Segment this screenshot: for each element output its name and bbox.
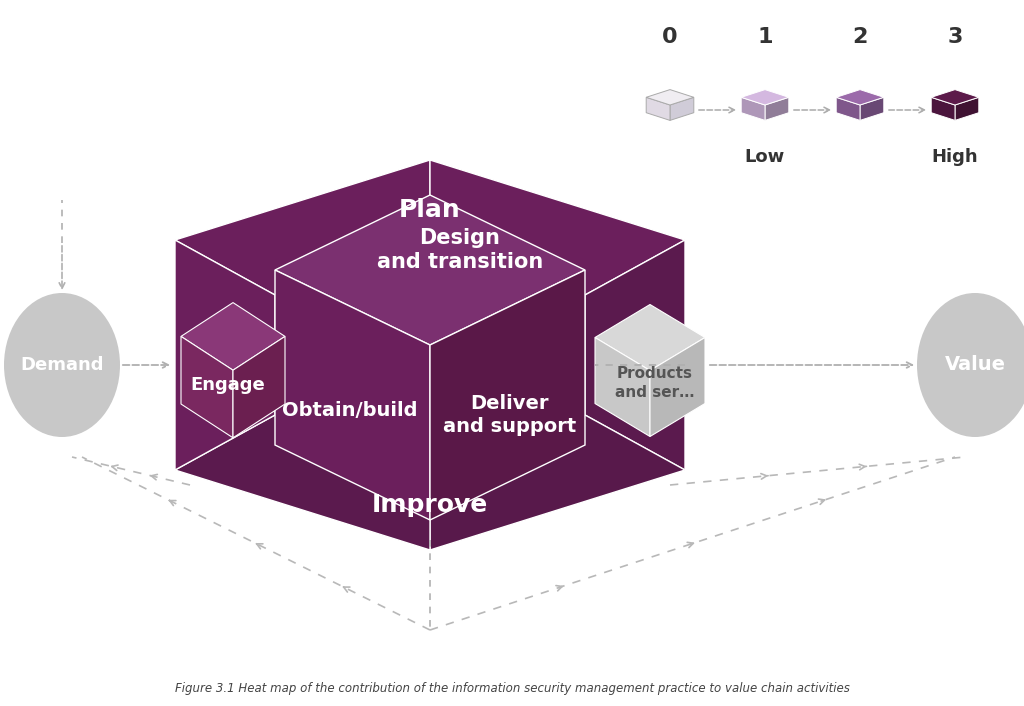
Polygon shape xyxy=(430,415,685,550)
Text: Figure 3.1 Heat map of the contribution of the information security management p: Figure 3.1 Heat map of the contribution … xyxy=(174,682,850,695)
Text: Design
and transition: Design and transition xyxy=(377,227,543,273)
Polygon shape xyxy=(741,97,765,121)
Text: 1: 1 xyxy=(758,27,773,47)
Text: Engage: Engage xyxy=(190,376,265,394)
Polygon shape xyxy=(275,270,430,520)
Text: Demand: Demand xyxy=(20,356,103,374)
Polygon shape xyxy=(931,97,955,121)
Text: Obtain/build: Obtain/build xyxy=(283,400,418,419)
Polygon shape xyxy=(175,240,275,470)
Polygon shape xyxy=(650,337,705,436)
Polygon shape xyxy=(595,337,650,436)
Ellipse shape xyxy=(4,293,120,437)
Polygon shape xyxy=(233,336,285,438)
Polygon shape xyxy=(430,160,685,295)
Polygon shape xyxy=(860,97,884,121)
Polygon shape xyxy=(955,97,979,121)
Polygon shape xyxy=(595,304,705,371)
Polygon shape xyxy=(837,97,860,121)
Polygon shape xyxy=(275,195,585,345)
Ellipse shape xyxy=(918,293,1024,437)
Text: High: High xyxy=(932,148,978,166)
Polygon shape xyxy=(175,160,430,295)
Polygon shape xyxy=(175,415,430,550)
Polygon shape xyxy=(837,90,884,105)
Polygon shape xyxy=(765,97,788,121)
Polygon shape xyxy=(670,97,694,121)
Polygon shape xyxy=(741,90,788,105)
Polygon shape xyxy=(646,90,694,105)
Text: Low: Low xyxy=(744,148,785,166)
Text: 3: 3 xyxy=(947,27,963,47)
Polygon shape xyxy=(181,336,233,438)
Polygon shape xyxy=(430,270,585,520)
Text: 2: 2 xyxy=(852,27,867,47)
Text: Deliver
and support: Deliver and support xyxy=(443,394,577,436)
Polygon shape xyxy=(585,240,685,470)
Text: Plan: Plan xyxy=(399,198,461,222)
Text: Products
and ser…: Products and ser… xyxy=(615,366,694,400)
Text: 0: 0 xyxy=(663,27,678,47)
Text: Improve: Improve xyxy=(372,493,488,517)
Polygon shape xyxy=(931,90,979,105)
Text: Value: Value xyxy=(944,356,1006,374)
Polygon shape xyxy=(646,97,670,121)
Polygon shape xyxy=(181,303,285,370)
